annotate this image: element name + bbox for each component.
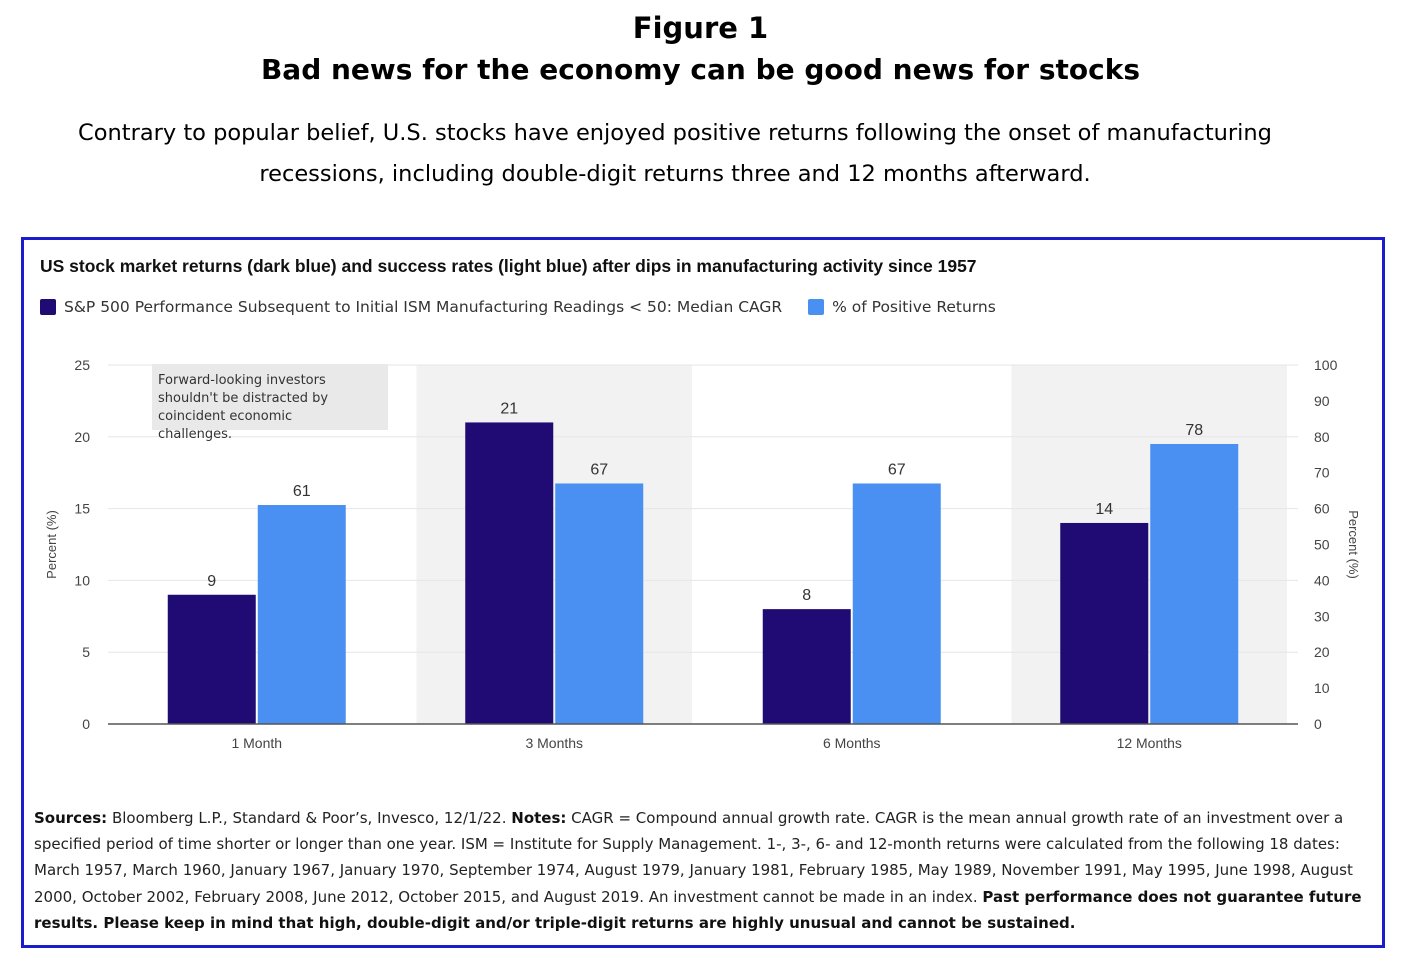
chart-title: US stock market returns (dark blue) and … bbox=[40, 256, 977, 276]
data-label-cagr: 9 bbox=[207, 573, 216, 590]
chart-notes: Sources: Bloomberg L.P., Standard & Poor… bbox=[34, 805, 1374, 936]
legend-label-positive: % of Positive Returns bbox=[832, 298, 996, 316]
annotation-box bbox=[152, 364, 388, 430]
x-tick-label: 3 Months bbox=[525, 735, 583, 751]
y-right-tick-label: 70 bbox=[1314, 465, 1330, 481]
annotation-line: Forward-looking investors bbox=[158, 373, 326, 388]
annotation-line: coincident economic bbox=[158, 409, 292, 424]
chart-frame bbox=[21, 237, 1385, 948]
figure-title: Bad news for the economy can be good new… bbox=[260, 53, 1141, 86]
legend-label-cagr: S&P 500 Performance Subsequent to Initia… bbox=[64, 298, 783, 316]
annotation-line: shouldn't be distracted by bbox=[158, 391, 328, 406]
sources-text: Bloomberg L.P., Standard & Poor’s, Inves… bbox=[107, 809, 512, 827]
y-right-tick-label: 50 bbox=[1314, 537, 1330, 553]
x-tick-label: 1 Month bbox=[231, 735, 282, 751]
y-right-tick-label: 30 bbox=[1314, 608, 1330, 624]
x-tick-label: 12 Months bbox=[1117, 735, 1182, 751]
data-label-positive: 61 bbox=[293, 483, 311, 500]
notes-label: Notes: bbox=[511, 809, 567, 827]
bar-positive bbox=[257, 505, 346, 724]
category-band bbox=[416, 365, 692, 724]
legend-item-positive: % of Positive Returns bbox=[808, 298, 996, 316]
y-right-tick-label: 20 bbox=[1314, 644, 1330, 660]
y-left-tick-label: 0 bbox=[82, 716, 90, 732]
legend-swatch-cagr bbox=[40, 299, 56, 315]
y-right-axis-title: Percent (%) bbox=[1346, 510, 1361, 579]
legend-swatch-positive bbox=[808, 299, 825, 315]
annotation-text: Forward-looking investors shouldn't be di… bbox=[158, 373, 328, 442]
annotation-line: challenges. bbox=[158, 427, 232, 442]
y-right-tick-label: 0 bbox=[1314, 716, 1322, 732]
y-left-tick-label: 5 bbox=[82, 644, 90, 660]
legend-item-cagr: S&P 500 Performance Subsequent to Initia… bbox=[40, 298, 782, 316]
disclaimer: Past performance does not guarantee futu… bbox=[34, 887, 1362, 932]
y-right-tick-label: 40 bbox=[1314, 572, 1330, 588]
bar-cagr bbox=[167, 594, 256, 724]
y-right-tick-label: 60 bbox=[1314, 501, 1330, 517]
y-right-tick-label: 80 bbox=[1314, 429, 1330, 445]
data-label-positive: 67 bbox=[590, 461, 608, 478]
y-left-tick-label: 10 bbox=[74, 572, 90, 588]
sources-label: Sources: bbox=[34, 809, 108, 827]
bar-positive bbox=[852, 483, 941, 724]
figure-subtitle: Contrary to popular belief, U.S. stocks … bbox=[78, 120, 1272, 187]
bar-cagr bbox=[465, 422, 554, 724]
bar-positive bbox=[555, 483, 644, 724]
notes-text: CAGR = Compound annual growth rate. CAGR… bbox=[34, 809, 1353, 906]
data-label-cagr: 14 bbox=[1095, 501, 1113, 518]
chart-legend: S&P 500 Performance Subsequent to Initia… bbox=[40, 298, 1022, 316]
y-left-tick-label: 25 bbox=[74, 357, 90, 373]
category-band bbox=[1011, 365, 1287, 724]
data-label-positive: 67 bbox=[888, 461, 906, 478]
y-left-axis-title: Percent (%) bbox=[44, 510, 59, 579]
y-right-tick-label: 90 bbox=[1314, 393, 1330, 409]
figure-number: Figure 1 bbox=[632, 11, 769, 45]
data-label-cagr: 21 bbox=[500, 400, 518, 417]
bar-cagr bbox=[1060, 522, 1149, 724]
x-tick-label: 6 Months bbox=[823, 735, 881, 751]
bar-positive bbox=[1150, 443, 1239, 724]
y-right-tick-label: 100 bbox=[1314, 357, 1338, 373]
y-right-tick-label: 10 bbox=[1314, 680, 1330, 696]
y-left-tick-label: 15 bbox=[74, 501, 90, 517]
data-label-positive: 78 bbox=[1185, 422, 1203, 439]
data-label-cagr: 8 bbox=[802, 587, 811, 604]
bar-cagr bbox=[762, 609, 851, 724]
y-left-tick-label: 20 bbox=[74, 429, 90, 445]
